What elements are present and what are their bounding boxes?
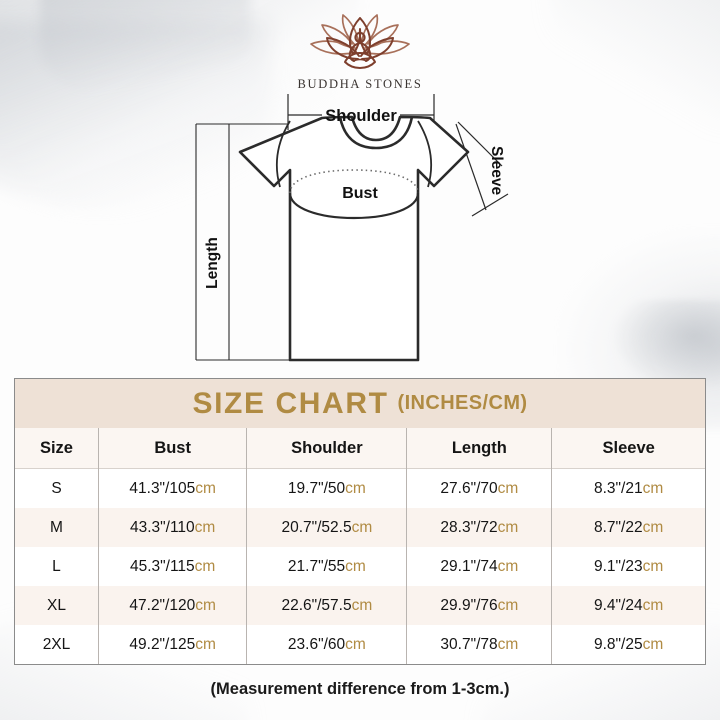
- cell-sleeve: 8.3"/21cm: [551, 468, 705, 508]
- cell-length: 28.3"/72cm: [406, 508, 552, 547]
- cell-size: L: [15, 547, 99, 586]
- shoulder-label: Shoulder: [325, 107, 397, 125]
- measurement-disclaimer: (Measurement difference from 1-3cm.): [210, 680, 510, 698]
- cell-bust: 41.3"/105cm: [97, 468, 247, 508]
- armhole-seam-right: [417, 120, 433, 188]
- size-chart-table-container: SIZE CHART (INCHES/CM) Size Bust Shoulde…: [14, 378, 706, 665]
- cell-shoulder: 21.7"/55cm: [246, 547, 407, 586]
- page-title-units: (INCHES/CM): [397, 392, 528, 414]
- sleeve-dimension-line: [455, 121, 509, 217]
- brand-logo: BUDDHA STONES: [0, 12, 720, 92]
- cell-sleeve: 9.4"/24cm: [551, 586, 705, 625]
- cell-size: 2XL: [15, 625, 99, 664]
- cell-length: 29.9"/76cm: [406, 586, 552, 625]
- cell-shoulder: 22.6"/57.5cm: [246, 586, 407, 625]
- length-label: Length: [204, 237, 221, 289]
- cell-length: 27.6"/70cm: [406, 468, 552, 508]
- cell-size: XL: [15, 586, 99, 625]
- cell-shoulder: 19.7"/50cm: [246, 468, 407, 508]
- table-row: M 43.3"/110cm 20.7"/52.5cm 28.3"/72cm 8.…: [15, 508, 705, 547]
- table-row: S 41.3"/105cm 19.7"/50cm 27.6"/70cm 8.3"…: [15, 468, 705, 508]
- column-header-sleeve: Sleeve: [551, 428, 705, 469]
- column-header-bust: Bust: [97, 428, 247, 469]
- size-table: Size Bust Shoulder Length Sleeve S 41.3"…: [15, 428, 705, 664]
- cell-size: S: [15, 468, 99, 508]
- cell-bust: 49.2"/125cm: [97, 625, 247, 664]
- cell-sleeve: 8.7"/22cm: [551, 508, 705, 547]
- garment-measurement-diagram: Shoulder Sleeve Bust Length: [195, 94, 509, 362]
- table-row: L 45.3"/115cm 21.7"/55cm 29.1"/74cm 9.1"…: [15, 547, 705, 586]
- cell-length: 29.1"/74cm: [406, 547, 552, 586]
- cell-shoulder: 20.7"/52.5cm: [246, 508, 407, 547]
- table-row: 2XL 49.2"/125cm 23.6"/60cm 30.7"/78cm 9.…: [15, 625, 705, 664]
- size-chart-title-bar: SIZE CHART (INCHES/CM): [15, 379, 705, 428]
- column-header-length: Length: [406, 428, 552, 469]
- sleeve-label: Sleeve: [488, 146, 505, 196]
- table-header-row: Size Bust Shoulder Length Sleeve: [15, 428, 705, 469]
- cell-shoulder: 23.6"/60cm: [246, 625, 407, 664]
- lotus-meditation-icon: [310, 14, 410, 69]
- cell-sleeve: 9.1"/23cm: [551, 547, 705, 586]
- cell-length: 30.7"/78cm: [406, 625, 552, 664]
- brand-wordmark: BUDDHA STONES: [297, 77, 423, 91]
- page-title: SIZE CHART: [192, 386, 389, 420]
- cell-size: M: [15, 508, 99, 547]
- table-row: XL 47.2"/120cm 22.6"/57.5cm 29.9"/76cm 9…: [15, 586, 705, 625]
- cell-sleeve: 9.8"/25cm: [551, 625, 705, 664]
- cell-bust: 43.3"/110cm: [97, 508, 247, 547]
- column-header-size: Size: [15, 428, 99, 469]
- cell-bust: 47.2"/120cm: [97, 586, 247, 625]
- column-header-shoulder: Shoulder: [246, 428, 407, 469]
- bust-label: Bust: [342, 185, 378, 202]
- cell-bust: 45.3"/115cm: [97, 547, 247, 586]
- tshirt-outline: [238, 115, 470, 362]
